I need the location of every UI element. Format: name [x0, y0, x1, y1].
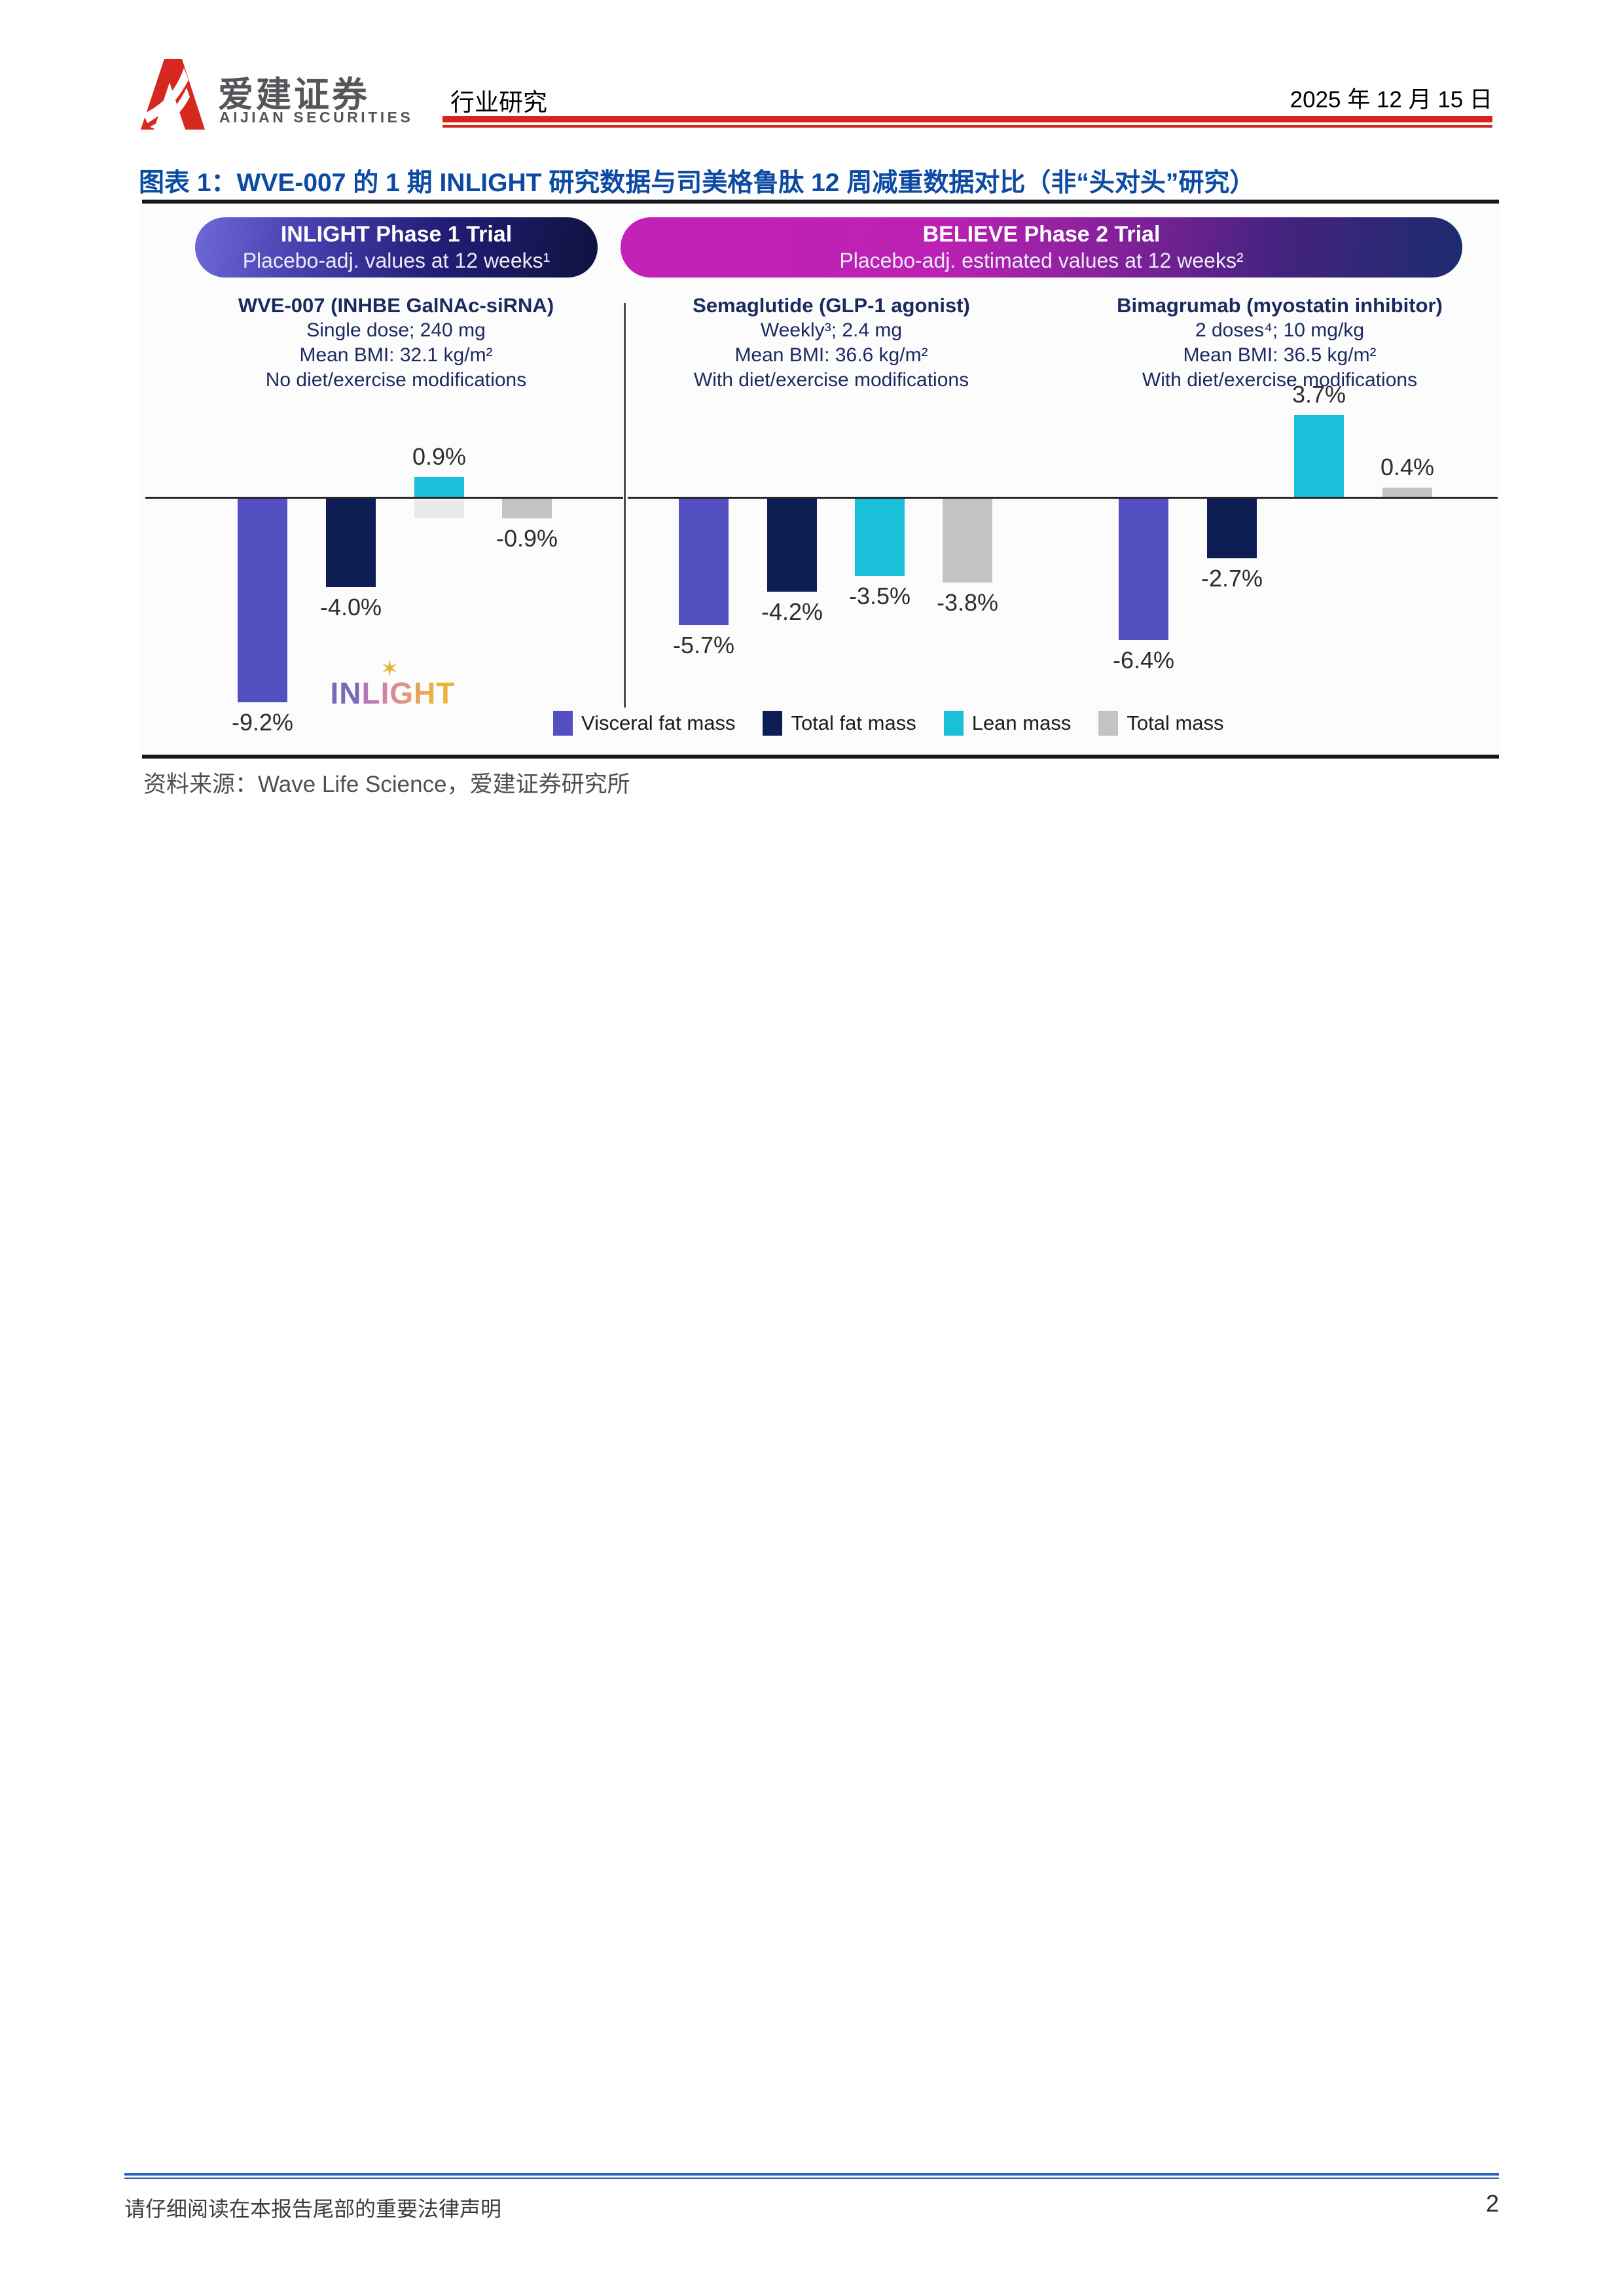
bar [326, 499, 376, 587]
bar [502, 499, 552, 518]
legend-item: Total mass [1098, 711, 1224, 736]
column-line: Mean BMI: 36.6 kg/m² [734, 344, 928, 366]
column-line: Mean BMI: 32.1 kg/m² [299, 344, 493, 366]
bar [414, 477, 464, 497]
star-icon: ✶ [380, 656, 400, 681]
legend-label: Lean mass [971, 711, 1072, 734]
banner-subtitle: Placebo-adj. estimated values at 12 week… [839, 249, 1244, 272]
panel-divider [624, 303, 626, 708]
footer-rule [124, 2173, 1499, 2179]
chart-legend: Visceral fat mass Total fat mass Lean mass… [553, 711, 1224, 736]
bar-value-label: -2.7% [1200, 565, 1263, 592]
legend-item: Total fat mass [763, 711, 916, 736]
brand-name-en: AIJIAN SECURITIES [219, 109, 414, 126]
column-line: Mean BMI: 36.5 kg/m² [1183, 344, 1377, 366]
inlight-trial-banner: INLIGHT Phase 1 Trial Placebo-adj. value… [195, 217, 598, 278]
legend-swatch [943, 711, 964, 736]
bar [1119, 499, 1168, 640]
column-line: Weekly³; 2.4 mg [760, 319, 903, 341]
bar-value-label: 0.9% [412, 443, 467, 470]
bar [943, 499, 992, 583]
column-line: With diet/exercise modifications [693, 369, 969, 391]
bar-value-label: 3.7% [1291, 381, 1346, 408]
figure-title: 图表 1：WVE-007 的 1 期 INLIGHT 研究数据与司美格鲁肽 12… [139, 169, 1255, 197]
bar-value-label: -0.9% [496, 525, 558, 552]
page-number: 2 [1485, 2190, 1499, 2217]
bar [1382, 488, 1432, 497]
bar [767, 499, 817, 592]
column-title: Bimagrumab (myostatin inhibitor) [1117, 294, 1443, 317]
bar [238, 499, 287, 702]
legend-item: Lean mass [943, 711, 1072, 736]
legend-label: Total mass [1127, 711, 1224, 734]
column-line: 2 doses⁴; 10 mg/kg [1195, 319, 1365, 341]
bar-value-label: -3.8% [936, 589, 999, 616]
legend-item: Visceral fat mass [553, 711, 735, 736]
banner-title: INLIGHT Phase 1 Trial [280, 222, 513, 247]
zero-axis-right [628, 497, 1498, 499]
bar-value-label: -6.4% [1112, 647, 1175, 673]
bar-value-label: -4.0% [319, 594, 382, 620]
banner-title: BELIEVE Phase 2 Trial [922, 222, 1161, 247]
column-header-bimagrumab: Bimagrumab (myostatin inhibitor) 2 doses… [1077, 293, 1483, 393]
column-line: No diet/exercise modifications [265, 369, 527, 391]
report-section-label: 行业研究 [450, 89, 547, 116]
report-date: 2025 年 12 月 15 日 [1290, 87, 1492, 113]
bar [1207, 499, 1257, 558]
bar-value-label: -3.5% [848, 583, 911, 609]
bar [1294, 415, 1344, 497]
believe-trial-banner: BELIEVE Phase 2 Trial Placebo-adj. estim… [621, 217, 1462, 278]
column-title: Semaglutide (GLP-1 agonist) [693, 294, 970, 317]
bar-value-label: 0.4% [1380, 454, 1435, 480]
legend-label: Visceral fat mass [581, 711, 736, 734]
column-line: With diet/exercise modifications [1142, 369, 1418, 391]
figure-bottom-rule [142, 755, 1499, 759]
inlight-wordmark-light: LIGHT [361, 676, 456, 710]
legend-label: Total fat mass [791, 711, 916, 734]
figure-top-rule [142, 200, 1499, 204]
inlight-wordmark: ✶ INLIGHT [317, 656, 468, 711]
bar-value-label: -9.2% [231, 709, 294, 736]
inlight-wordmark-in: IN [330, 676, 362, 710]
footer-disclaimer: 请仔细阅读在本报告尾部的重要法律声明 [124, 2197, 502, 2221]
zero-axis-left [145, 497, 623, 499]
comparison-chart: INLIGHT Phase 1 Trial Placebo-adj. value… [141, 208, 1500, 755]
column-line: Single dose; 240 mg [306, 319, 486, 341]
bar-value-label: -5.7% [672, 632, 735, 658]
source-note: 资料来源：Wave Life Science，爱建证券研究所 [143, 772, 630, 797]
legend-swatch [763, 711, 783, 736]
column-header-wve007: WVE-007 (INHBE GalNAc-siRNA) Single dose… [193, 293, 599, 393]
bar [679, 499, 729, 625]
legend-swatch [553, 711, 573, 736]
bar [855, 499, 905, 576]
bar-shadow-artifact [414, 499, 464, 518]
brand-name-cn: 爱建证券 [218, 75, 370, 115]
header-rule [442, 116, 1492, 128]
aijian-logo-icon [141, 59, 205, 131]
banner-subtitle: Placebo-adj. values at 12 weeks¹ [242, 249, 550, 272]
column-title: WVE-007 (INHBE GalNAc-siRNA) [238, 294, 554, 317]
legend-swatch [1098, 711, 1119, 736]
column-header-semaglutide: Semaglutide (GLP-1 agonist) Weekly³; 2.4… [628, 293, 1034, 393]
bar-value-label: -4.2% [761, 598, 823, 625]
